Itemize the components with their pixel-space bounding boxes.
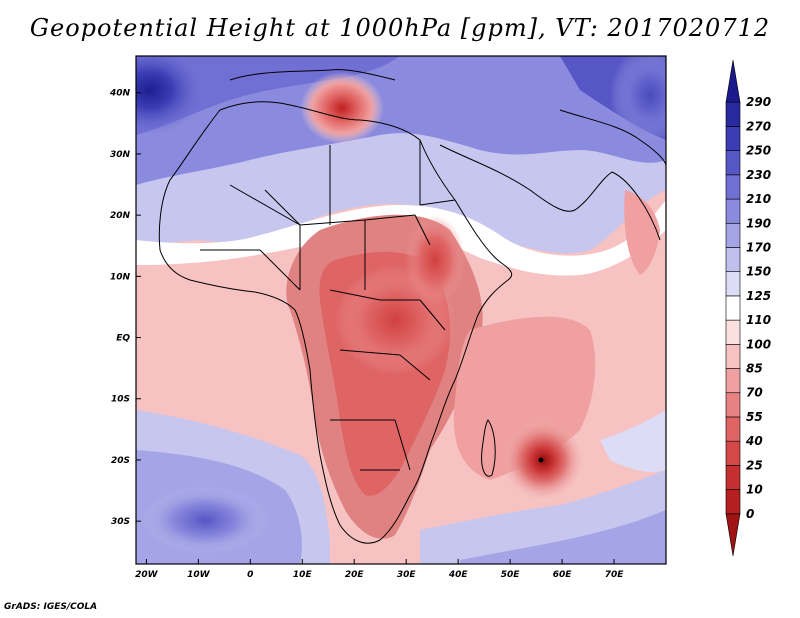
x-tick-label: 10W — [187, 570, 211, 580]
colorbar-swatch — [725, 392, 741, 418]
colorbar-label: 270 — [746, 119, 771, 133]
grads-credit: GrADS: IGES/COLA — [4, 602, 98, 612]
colorbar-label: 290 — [746, 95, 771, 109]
coastlines — [158, 69, 666, 544]
colorbar-label: 230 — [746, 168, 771, 182]
height-field — [136, 56, 666, 564]
y-tick-label: 30N — [110, 150, 131, 160]
colorbar-label: 250 — [746, 144, 771, 158]
colorbar-swatch — [725, 174, 741, 200]
y-tick-label: 10N — [110, 272, 131, 282]
chart-title: Geopotential Height at 1000hPa [gpm], VT… — [29, 14, 771, 42]
colorbar-swatch — [725, 489, 741, 515]
colorbar-label: 55 — [746, 410, 763, 424]
plot-frame — [135, 55, 667, 565]
colorbar-swatch — [725, 416, 741, 442]
y-axis: 40N 30N 20N 10N EQ 10S 20S 30S — [109, 89, 141, 527]
colorbar-label: 100 — [746, 337, 771, 351]
x-tick-label: 10E — [293, 570, 313, 580]
colorbar-swatch — [725, 101, 741, 127]
y-tick-label: 10S — [111, 395, 130, 405]
colorbar-label: 190 — [746, 216, 771, 230]
y-tick-label: 30S — [111, 517, 130, 527]
colorbar-swatch — [725, 222, 741, 248]
colorbar-swatch — [725, 465, 741, 490]
x-tick-label: 70E — [605, 570, 625, 580]
colorbar-label: 125 — [746, 289, 771, 303]
colorbar-swatch — [725, 247, 741, 272]
colorbar-swatch — [725, 271, 741, 297]
x-tick-label: 40E — [448, 570, 469, 580]
colorbar-label: 150 — [746, 265, 771, 279]
colorbar-label: 40 — [745, 434, 763, 448]
x-axis: 20W 10W 0 10E 20E 30E 40E 50E 60E 70E — [135, 559, 624, 580]
colorbar-swatch — [725, 368, 741, 394]
colorbar-label: 70 — [746, 386, 763, 400]
colorbar-label: 0 — [746, 507, 754, 521]
colorbar: 0 10 25 40 55 70 85 100 110 125 150 170 190 210 230 250… — [725, 59, 771, 557]
colorbar-label: 10 — [746, 483, 763, 497]
colorbar-swatch — [725, 344, 741, 369]
colorbar-swatch — [725, 198, 741, 224]
colorbar-label: 110 — [746, 313, 771, 327]
colorbar-label: 85 — [746, 362, 763, 376]
colorbar-swatch — [725, 440, 741, 466]
colorbar-swatch — [725, 150, 741, 176]
y-tick-label: EQ — [116, 334, 130, 344]
colorbar-swatch — [725, 126, 741, 151]
x-tick-label: 30E — [397, 570, 417, 580]
y-tick-label: 20S — [111, 456, 130, 466]
x-tick-label: 60E — [553, 570, 573, 580]
x-tick-label: 20W — [135, 570, 159, 580]
colorbar-swatch — [725, 319, 741, 345]
colorbar-label: 25 — [746, 458, 763, 472]
colorbar-label: 170 — [746, 240, 771, 254]
x-tick-label: 0 — [247, 570, 253, 580]
x-tick-label: 20E — [345, 570, 365, 580]
colorbar-swatch — [725, 513, 741, 557]
x-tick-label: 50E — [501, 570, 521, 580]
colorbar-label: 210 — [746, 192, 771, 206]
colorbar-swatch — [725, 295, 741, 321]
colorbar-swatch — [725, 59, 741, 103]
y-tick-label: 20N — [110, 211, 131, 221]
y-tick-label: 40N — [109, 89, 131, 99]
